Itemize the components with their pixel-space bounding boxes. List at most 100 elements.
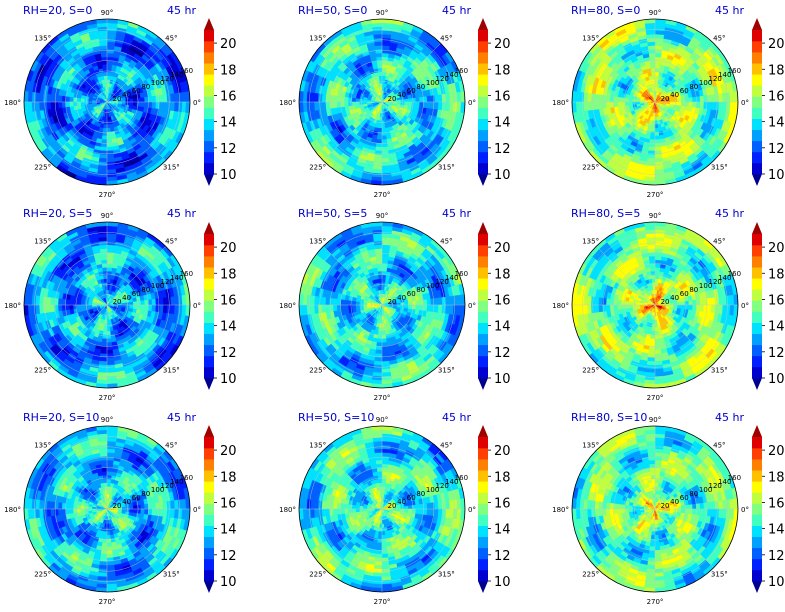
- radial-tick-label: 100: [426, 79, 439, 87]
- colorbar-segment: [478, 118, 488, 130]
- colorbar-tick-label: 16: [220, 293, 237, 308]
- angle-tick-label: 0°: [193, 302, 201, 310]
- angle-tick-label: 270°: [647, 191, 664, 199]
- colorbar-segment: [752, 536, 762, 549]
- colorbar-tick-label: 12: [220, 549, 237, 564]
- colorbar-segment: [478, 107, 488, 119]
- radial-tick-label: 40: [670, 294, 679, 302]
- colorbar-extend-min: [204, 174, 214, 186]
- colorbar: 10 12 14 16 18 20: [478, 425, 511, 593]
- polar-grid: [298, 425, 466, 593]
- colorbar-segment: [752, 366, 762, 379]
- colorbar-segment: [204, 481, 214, 493]
- colorbar-tick-label: 20: [494, 37, 511, 52]
- radial-tick-label: 60: [680, 494, 689, 502]
- panel-title: RH=50, S=5: [298, 207, 367, 220]
- colorbar-tick-label: 14: [494, 116, 511, 131]
- colorbar-segment: [204, 118, 214, 130]
- colorbar: 10 12 14 16 18 20: [204, 18, 237, 186]
- radial-tick-label: 40: [397, 91, 406, 99]
- polar-frame: [23, 425, 191, 593]
- radial-tick-label: 100: [151, 486, 164, 494]
- angle-tick-label: 315°: [438, 366, 455, 374]
- colorbar-segment: [752, 96, 762, 108]
- colorbar-extend-min: [752, 174, 762, 186]
- colorbar-tick-label: 14: [220, 320, 237, 335]
- angle-tick-label: 90°: [376, 416, 388, 424]
- colorbar-tick-label: 18: [768, 267, 785, 282]
- colorbar-tick-label: 14: [220, 116, 237, 131]
- colorbar-segment: [204, 547, 214, 560]
- colorbar-segment: [204, 129, 214, 142]
- angle-tick-label: 0°: [468, 506, 476, 514]
- angle-tick-label: 90°: [649, 416, 661, 424]
- colorbar-segment: [752, 503, 762, 515]
- colorbar-segment: [752, 470, 762, 482]
- colorbar-segment: [478, 344, 488, 357]
- polar-grid: [23, 221, 191, 389]
- polar-grid: [571, 221, 739, 389]
- angle-tick-label: 315°: [711, 570, 728, 578]
- polar-frame: [298, 425, 466, 593]
- polar-frame: [571, 18, 739, 186]
- colorbar-segment: [478, 63, 488, 75]
- colorbar-tick-label: 20: [220, 241, 237, 256]
- colorbar-segment: [752, 140, 762, 153]
- colorbar-segment: [204, 470, 214, 482]
- radial-tick-label: 120: [161, 75, 174, 83]
- colorbar-segment: [204, 85, 214, 97]
- radial-tick-label: 100: [151, 79, 164, 87]
- radial-tick-label: 140: [718, 274, 731, 282]
- colorbar-segment: [478, 311, 488, 323]
- polar-grid: [298, 18, 466, 186]
- colorbar-segment: [478, 140, 488, 153]
- colorbar-segment: [478, 525, 488, 537]
- colorbar-segment: [752, 74, 762, 86]
- radial-tick-label: 20: [661, 502, 670, 510]
- radial-tick-label: 100: [426, 282, 439, 290]
- colorbar-segment: [204, 151, 214, 164]
- radial-tick-label: 20: [388, 502, 397, 510]
- radial-tick-label: 120: [436, 278, 449, 286]
- colorbar-extend-max: [478, 425, 488, 437]
- radial-tick-label: 140: [170, 478, 183, 486]
- angle-tick-label: 225°: [309, 366, 326, 374]
- colorbar-segment: [752, 129, 762, 142]
- polar-frame: [298, 221, 466, 389]
- radial-tick-label: 120: [436, 482, 449, 490]
- panel-title: RH=80, S=5: [571, 207, 640, 220]
- angle-tick-label: 180°: [552, 99, 569, 107]
- radial-tick-label: 20: [388, 298, 397, 306]
- colorbar: 10 12 14 16 18 20: [752, 222, 785, 390]
- colorbar: 10 12 14 16 18 20: [752, 425, 785, 593]
- colorbar-segment: [204, 107, 214, 119]
- colorbar-tick-label: 16: [768, 496, 785, 511]
- angle-tick-label: 135°: [309, 442, 326, 450]
- angle-tick-label: 45°: [165, 35, 177, 43]
- radial-tick-label: 160: [180, 474, 193, 482]
- radial-tick-label: 20: [661, 95, 670, 103]
- colorbar-segment: [204, 437, 214, 449]
- colorbar-segment: [204, 322, 214, 334]
- radial-tick-label: 80: [416, 490, 425, 498]
- radial-tick-label: 60: [132, 494, 141, 502]
- colorbar-segment: [752, 107, 762, 119]
- radial-tick-label: 80: [689, 490, 698, 498]
- angle-tick-label: 225°: [34, 366, 51, 374]
- colorbar-segment: [752, 30, 762, 42]
- colorbar-segment: [752, 311, 762, 323]
- colorbar-tick-label: 14: [768, 116, 785, 131]
- angle-tick-label: 0°: [468, 302, 476, 310]
- colorbar-segment: [204, 234, 214, 246]
- colorbar-segment: [478, 547, 488, 560]
- colorbar-tick-label: 18: [220, 267, 237, 282]
- colorbar: 10 12 14 16 18 20: [204, 425, 237, 593]
- panel-title: RH=20, S=0: [23, 4, 92, 17]
- colorbar-segment: [204, 140, 214, 153]
- colorbar-extend-max: [752, 222, 762, 234]
- colorbar-segment: [478, 366, 488, 379]
- angle-tick-label: 0°: [193, 99, 201, 107]
